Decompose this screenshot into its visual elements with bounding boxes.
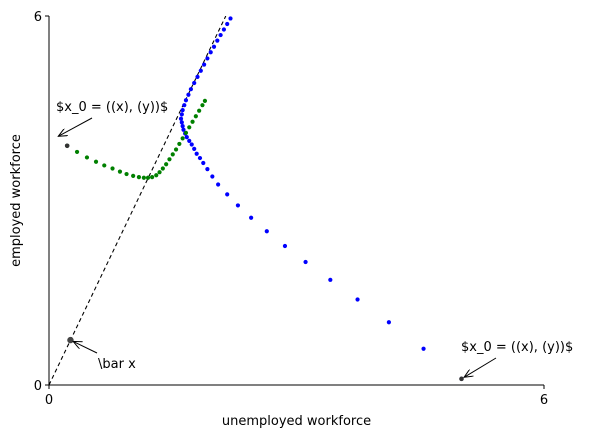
series-1-point-24 xyxy=(190,119,195,124)
series-1-point-5 xyxy=(110,166,115,171)
series-1-point-13 xyxy=(154,173,159,178)
series-1-point-26 xyxy=(197,108,202,113)
series-0-point-34 xyxy=(198,68,203,73)
reference-line xyxy=(49,16,227,385)
annotation-label-2: \bar x xyxy=(98,357,136,372)
series-1-point-3 xyxy=(93,159,99,164)
annotation-label-0: $x_0 = ((x), (y))$ xyxy=(56,100,168,115)
series-1-point-11 xyxy=(145,175,151,180)
series-1-point-19 xyxy=(173,147,179,152)
series-0-point-25 xyxy=(178,116,184,121)
series-0-point-18 xyxy=(189,142,194,147)
series-0-point-39 xyxy=(215,38,220,43)
series-0-point-37 xyxy=(208,50,213,55)
series-0-point-26 xyxy=(179,112,184,117)
series-1-point-2 xyxy=(84,155,90,160)
series-0-point-24 xyxy=(179,120,184,125)
series-1-point-9 xyxy=(136,175,142,180)
y-axis-label: employed workforce xyxy=(9,134,24,267)
series-1-point-1 xyxy=(74,149,80,155)
series-0-point-11 xyxy=(216,182,221,187)
y-tick-label-0: 0 xyxy=(34,379,42,394)
x-tick-label-1: 6 xyxy=(540,393,548,408)
series-0-point-15 xyxy=(197,155,203,161)
series-0-point-31 xyxy=(188,87,193,92)
series-0-point-20 xyxy=(184,135,189,140)
series-0-point-6 xyxy=(282,243,288,249)
series-0-point-2 xyxy=(386,320,391,325)
series-0-point-44 xyxy=(232,11,236,15)
series-1-point-20 xyxy=(177,141,182,147)
annotation-arrow-1 xyxy=(464,357,497,377)
series-0-point-40 xyxy=(218,32,223,38)
series-1-point-27 xyxy=(200,103,205,108)
series-0-point-9 xyxy=(235,203,241,208)
series-1-point-21 xyxy=(180,136,185,141)
series-1-point-23 xyxy=(187,125,192,130)
x-axis-label: unemployed workforce xyxy=(222,414,371,429)
series-0-point-12 xyxy=(210,174,215,179)
series-1-point-18 xyxy=(170,152,175,157)
start-point-blue xyxy=(459,376,464,382)
series-1-point-16 xyxy=(164,162,169,167)
series-0-point-30 xyxy=(186,92,191,97)
series-0-point-13 xyxy=(205,167,210,172)
annotation-arrow-0 xyxy=(58,117,93,136)
series-1-point-22 xyxy=(183,130,189,135)
series-0-point-16 xyxy=(194,151,199,156)
series-0-point-35 xyxy=(202,62,207,67)
series-0-point-22 xyxy=(181,127,186,132)
series-1-point-6 xyxy=(117,169,123,174)
series-0-point-19 xyxy=(187,138,192,143)
series-1-point-7 xyxy=(124,171,129,177)
series-0-point-1 xyxy=(421,346,426,351)
series-0-point-42 xyxy=(225,21,230,27)
series-0-point-23 xyxy=(180,123,185,129)
y-tick-label-1: 6 xyxy=(34,10,42,25)
series-1-point-4 xyxy=(102,163,107,168)
series-1-point-17 xyxy=(167,157,172,162)
series-1-point-15 xyxy=(160,166,165,171)
axes: 0 6 0 6 unemployed workforce employed workfor… xyxy=(9,10,548,429)
annotation-label-1: $x_0 = ((x), (y))$ xyxy=(461,340,573,355)
x-tick-label-0: 0 xyxy=(45,393,53,408)
series-1-point-12 xyxy=(150,175,155,180)
series-0-point-43 xyxy=(228,16,233,21)
series-0-point-7 xyxy=(264,229,269,234)
data-points-layer xyxy=(64,11,464,382)
series-0-point-17 xyxy=(192,146,197,151)
series-0-point-3 xyxy=(355,297,360,302)
series-0-point-27 xyxy=(180,107,185,113)
series-0-point-10 xyxy=(225,192,230,197)
series-0-point-33 xyxy=(195,74,200,79)
series-0-point-29 xyxy=(183,98,189,103)
series-0-point-28 xyxy=(182,103,187,108)
series-0-point-8 xyxy=(249,215,254,220)
series-0-point-41 xyxy=(221,27,226,32)
series-1-point-8 xyxy=(131,173,136,178)
annotations-layer: $x_0 = ((x), (y))$ $x_0 = ((x), (y))$ \bar… xyxy=(56,100,573,377)
series-0-point-32 xyxy=(192,80,197,86)
series-0-point-4 xyxy=(328,277,333,282)
start-point-green xyxy=(64,143,70,149)
annotation-arrow-2 xyxy=(73,341,98,354)
series-0-point-14 xyxy=(201,160,206,166)
series-1-point-10 xyxy=(141,175,146,180)
steady-state-point xyxy=(67,336,74,344)
series-0-point-5 xyxy=(303,259,308,265)
series-0-point-38 xyxy=(211,44,217,49)
series-1-point-28 xyxy=(202,98,208,103)
series-0-point-36 xyxy=(205,56,210,61)
series-1-point-25 xyxy=(193,114,198,119)
reference-line-layer xyxy=(49,16,227,385)
series-1-point-14 xyxy=(157,170,162,175)
